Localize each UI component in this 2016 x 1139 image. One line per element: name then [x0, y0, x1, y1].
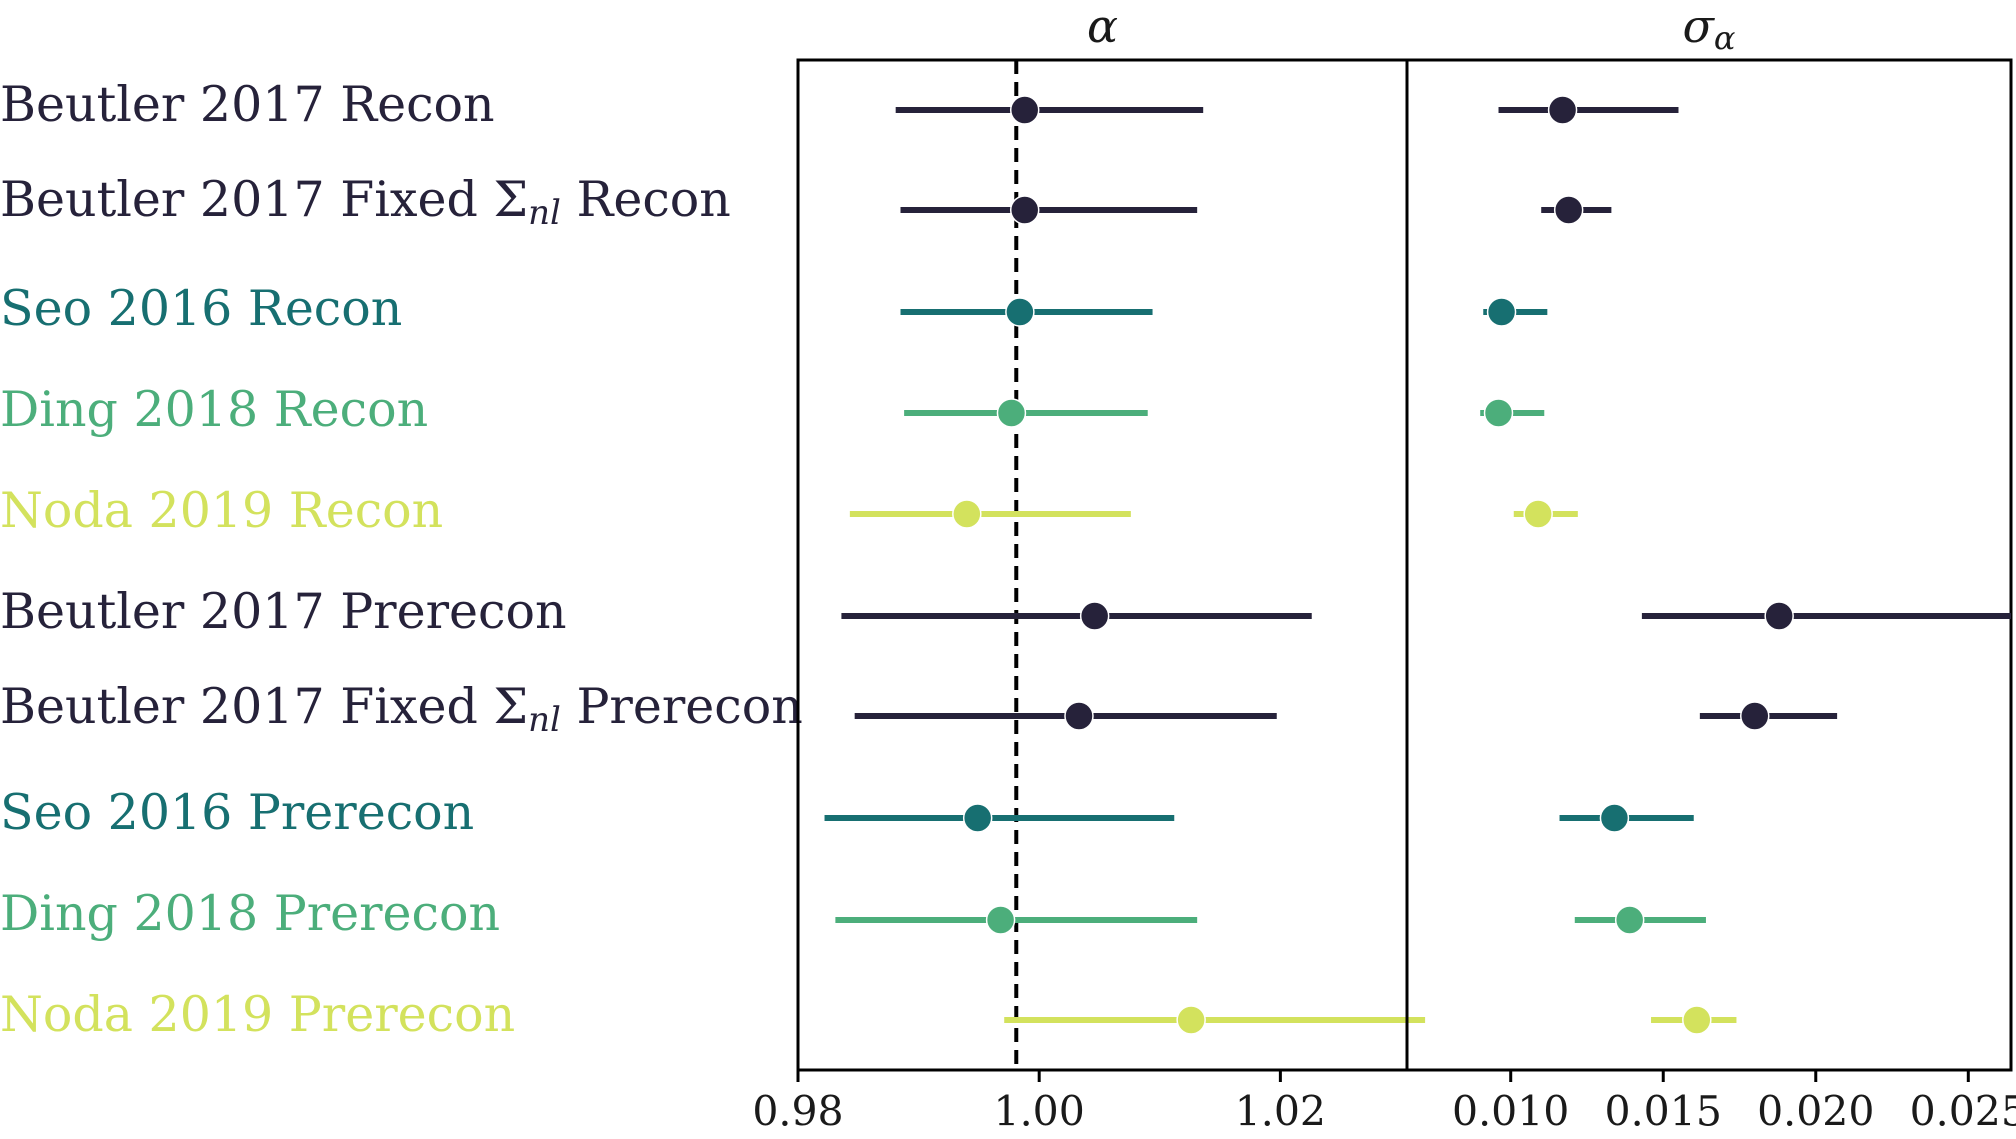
row-label-text: Ding 2018 Prerecon [0, 885, 500, 942]
data-point [1005, 297, 1035, 327]
panel-title-text: α [1087, 0, 1118, 53]
panel-title-text: σ [1682, 0, 1715, 53]
panel-frame [1405, 58, 2013, 1072]
data-point [962, 803, 993, 833]
x-tick-label: 0.025 [1910, 1088, 2016, 1136]
row-label: Beutler 2017 Fixed Σnl Recon [0, 171, 731, 234]
row-label-text: Beutler 2017 Fixed Σ [0, 678, 528, 735]
data-point [1547, 95, 1578, 125]
x-tick-label: 0.010 [1452, 1088, 1569, 1136]
row-label-text: Ding 2018 Recon [0, 381, 428, 438]
data-point [996, 398, 1027, 428]
data-point [1079, 601, 1110, 631]
row-label-text: Seo 2016 Recon [0, 280, 402, 337]
x-tick-label: 0.98 [752, 1088, 843, 1136]
row-label: Noda 2019 Prerecon [0, 986, 515, 1043]
data-point [1553, 195, 1584, 225]
alpha-panel: α 0.98 1.00 1.02 [752, 0, 1426, 1136]
sigma-alpha-panel: σα 0.010 0.015 0.020 0.025 [1405, 0, 2016, 1136]
x-tick-label: 1.02 [1235, 1088, 1326, 1136]
row-label: Noda 2019 Recon [0, 482, 443, 539]
x-tick-label: 0.015 [1605, 1088, 1722, 1136]
data-point [1614, 905, 1645, 935]
data-point [1009, 195, 1040, 225]
panel-title: σα [1682, 0, 1735, 57]
panel-title-subscript: α [1714, 19, 1736, 57]
data-point [952, 499, 982, 529]
row-label-text: Beutler 2017 Fixed Σ [0, 171, 528, 228]
row-label: Ding 2018 Recon [0, 381, 428, 438]
row-label-subscript: nl [528, 700, 561, 740]
panel-title: α [1087, 0, 1118, 53]
row-label-text: Seo 2016 Prerecon [0, 784, 474, 841]
data-point [1176, 1005, 1206, 1035]
row-label-suffix: Recon [561, 171, 731, 228]
data-point [985, 905, 1016, 935]
data-point [1486, 297, 1517, 327]
data-point [1483, 398, 1514, 428]
row-label: Beutler 2017 Fixed Σnl Prerecon [0, 678, 803, 741]
row-label: Seo 2016 Prerecon [0, 784, 474, 841]
data-point [1740, 701, 1770, 731]
row-label: Seo 2016 Recon [0, 280, 402, 337]
data-point [1764, 601, 1794, 631]
row-label-text: Beutler 2017 Recon [0, 76, 495, 133]
row-label: Ding 2018 Prerecon [0, 885, 500, 942]
data-point [1523, 499, 1553, 529]
row-label-text: Noda 2019 Prerecon [0, 986, 515, 1043]
data-point [1599, 803, 1630, 833]
row-label-subscript: nl [528, 193, 561, 233]
row-label-suffix: Prerecon [561, 678, 803, 735]
data-point [1682, 1005, 1712, 1035]
row-label: Beutler 2017 Prerecon [0, 583, 567, 640]
row-label: Beutler 2017 Recon [0, 76, 495, 133]
x-tick-label: 1.00 [994, 1088, 1085, 1136]
data-point [1009, 95, 1040, 125]
row-label-text: Noda 2019 Recon [0, 482, 443, 539]
x-tick-label: 0.020 [1757, 1088, 1874, 1136]
data-point [1064, 701, 1094, 731]
row-label-text: Beutler 2017 Prerecon [0, 583, 567, 640]
